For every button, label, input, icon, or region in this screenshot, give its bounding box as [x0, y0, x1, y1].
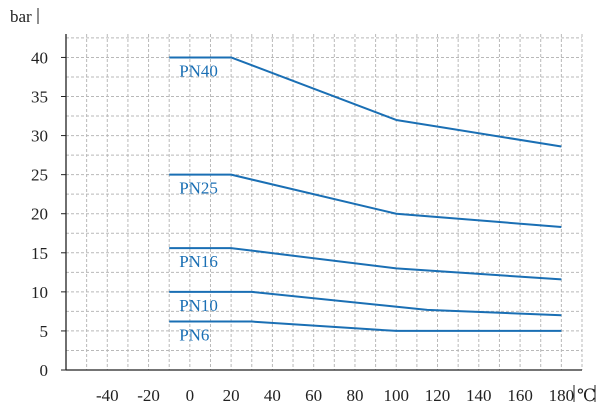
y-tick-label: 20	[31, 205, 48, 224]
x-tick-label: 140	[466, 386, 492, 405]
x-tick-label: 100	[383, 386, 409, 405]
x-tick-label: 180	[549, 386, 575, 405]
x-tick-label: 80	[346, 386, 363, 405]
series-line-pn40	[169, 56, 562, 148]
y-tick-label: 5	[40, 322, 49, 341]
series-label-pn6: PN6	[179, 326, 209, 345]
series-label-pn16: PN16	[179, 252, 218, 271]
x-axis-label: ℃	[577, 386, 596, 405]
y-tick-label: 25	[31, 166, 48, 185]
tick-labels: 0 5 10 15 20 25 30 35 40 -40 -20 0 20 40 60 80 100 120 140…	[31, 48, 574, 405]
y-axis-label: bar	[10, 7, 32, 26]
series-line-pn10	[169, 290, 562, 317]
series-label-pn25: PN25	[179, 179, 218, 198]
y-tick-label: 40	[31, 48, 48, 67]
series-line-pn6	[169, 320, 562, 332]
x-tick-label: 40	[264, 386, 281, 405]
grid	[66, 34, 583, 370]
x-tick-label: 160	[507, 386, 533, 405]
series-label-pn10: PN10	[179, 296, 218, 315]
series-line-pn16	[169, 247, 562, 281]
series: PN40 PN25 PN16 PN10 PN6	[169, 56, 562, 345]
x-tick-label: -40	[96, 386, 119, 405]
axes	[65, 34, 582, 371]
series-label-pn40: PN40	[179, 61, 218, 80]
series-line-pn25	[169, 173, 562, 229]
x-tick-label: 20	[223, 386, 240, 405]
y-tick-label: 35	[31, 88, 48, 107]
y-tick-label: 0	[40, 361, 49, 380]
x-tick-label: -20	[137, 386, 160, 405]
x-tick-label: 60	[305, 386, 322, 405]
y-tick-label: 10	[31, 283, 48, 302]
y-tick-label: 30	[31, 127, 48, 146]
x-tick-label: 120	[425, 386, 451, 405]
x-tick-label: 0	[186, 386, 195, 405]
y-tick-label: 15	[31, 244, 48, 263]
